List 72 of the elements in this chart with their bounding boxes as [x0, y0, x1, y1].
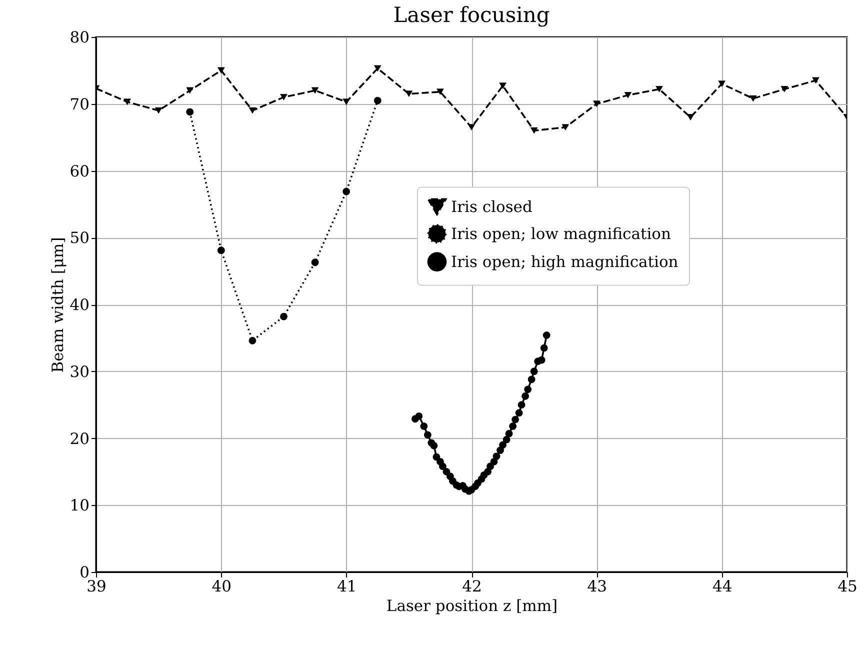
point: [311, 258, 319, 266]
y-tick-label: 80: [70, 28, 90, 46]
y-axis-title: Beam width [μm]: [48, 237, 67, 373]
x-tick-label: 44: [712, 578, 732, 596]
point: [154, 107, 162, 114]
point: [342, 188, 350, 196]
point: [749, 95, 757, 102]
point: [592, 100, 600, 108]
point: [542, 332, 550, 339]
point: [439, 462, 446, 470]
point: [686, 114, 694, 120]
y-tick-label: 20: [70, 430, 90, 448]
legend-label: Iris open; high magnification: [451, 252, 678, 271]
point: [528, 376, 536, 384]
point: [280, 312, 288, 320]
point: [311, 87, 319, 94]
point: [530, 368, 538, 376]
y-tick-label: 0: [80, 564, 90, 582]
x-tick-label: 40: [212, 578, 232, 596]
point: [540, 344, 548, 352]
legend-label: Iris open; low magnification: [451, 224, 671, 243]
point: [538, 356, 546, 364]
point: [217, 67, 225, 74]
point: [186, 108, 194, 116]
point: [468, 124, 476, 130]
point: [718, 80, 726, 88]
point: [562, 124, 570, 130]
x-tick-label: 41: [336, 578, 357, 596]
point: [374, 65, 382, 72]
point: [780, 86, 788, 92]
point: [656, 86, 663, 92]
point: [405, 90, 413, 98]
point: [415, 412, 423, 420]
x-tick-label: 45: [838, 578, 858, 596]
point: [436, 88, 444, 96]
point: [492, 452, 500, 460]
point: [217, 246, 225, 254]
y-tick-label: 30: [70, 362, 90, 381]
x-tick-label: 42: [462, 578, 482, 596]
point: [509, 422, 517, 430]
point: [430, 442, 438, 450]
y-tick-label: 10: [70, 496, 90, 515]
legend-label: Iris closed: [451, 198, 532, 216]
y-tick-label: 50: [70, 229, 90, 248]
point: [342, 98, 350, 106]
point: [424, 431, 432, 439]
point: [522, 392, 530, 400]
point: [124, 98, 131, 106]
point: [524, 386, 532, 394]
point: [624, 92, 632, 98]
point: [518, 401, 526, 409]
y-tick-label: 70: [70, 95, 90, 114]
y-tick-label: 40: [70, 296, 90, 314]
x-tick-label: 39: [86, 578, 106, 596]
x-tick-label: 43: [587, 578, 608, 596]
point: [280, 94, 288, 100]
point: [499, 82, 506, 90]
point: [505, 430, 513, 438]
point: [420, 422, 428, 430]
point: [248, 107, 256, 114]
point: [374, 96, 382, 104]
point: [812, 77, 820, 84]
point: [512, 416, 520, 424]
point: [502, 436, 510, 444]
point: [515, 409, 523, 417]
point: [499, 441, 506, 449]
chart-title: Laser focusing: [393, 3, 550, 27]
y-tick-label: 60: [70, 162, 90, 180]
point: [248, 336, 256, 344]
point: [186, 87, 194, 94]
x-axis-title: Laser position z [mm]: [386, 597, 558, 615]
point: [530, 127, 538, 134]
